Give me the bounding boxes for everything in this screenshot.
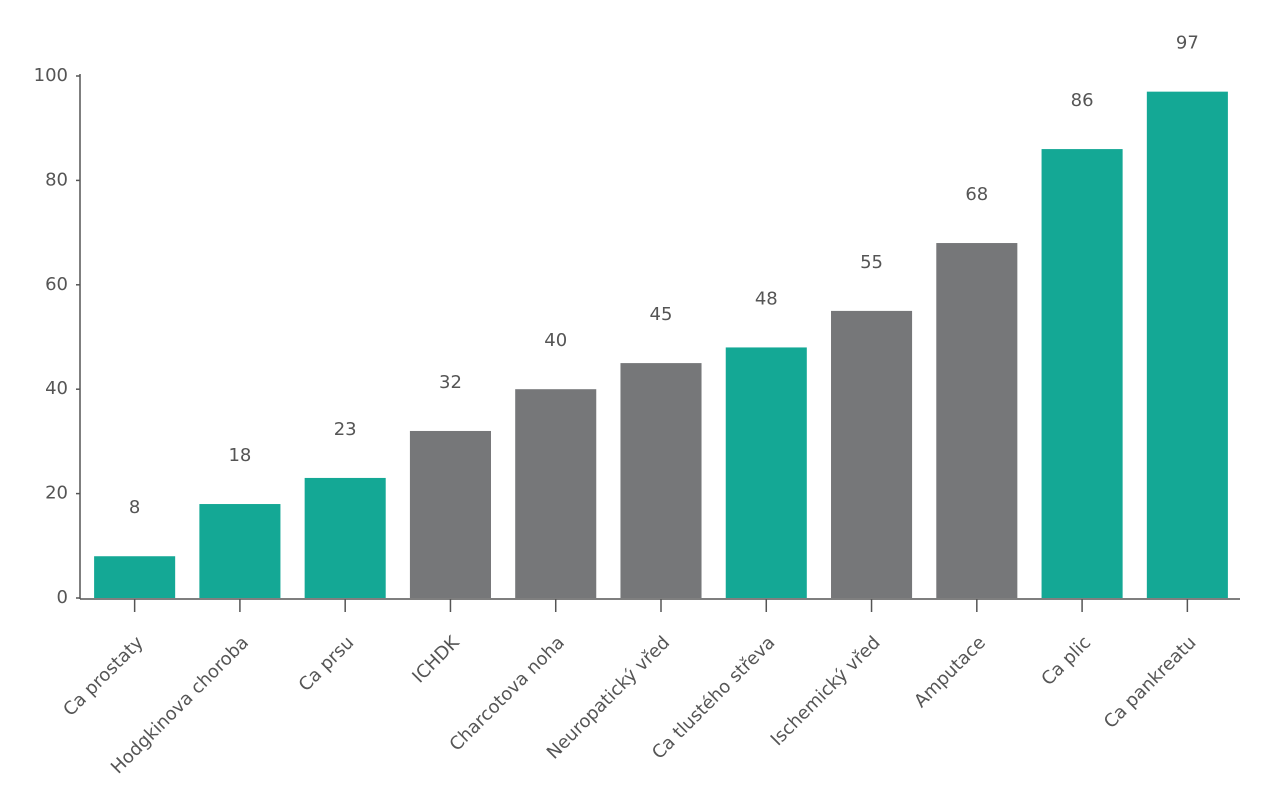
y-tick-label: 80 (45, 169, 68, 190)
bar (725, 347, 807, 598)
value-label: 48 (755, 288, 778, 309)
bar (1041, 149, 1123, 598)
value-label: 86 (1071, 90, 1094, 111)
bar (304, 477, 386, 598)
value-label: 97 (1176, 33, 1199, 54)
y-tick-label: 0 (57, 587, 68, 608)
x-tick-label: Ischemický vřed (767, 632, 885, 750)
value-label: 32 (439, 372, 462, 393)
bar (1146, 91, 1228, 598)
value-label: 18 (228, 445, 251, 466)
y-tick-label: 20 (45, 483, 68, 504)
bar (831, 310, 913, 598)
value-label: 55 (860, 252, 883, 273)
bar (620, 363, 702, 598)
x-tick-label: Charcotova noha (446, 632, 569, 755)
bar (936, 243, 1018, 599)
bar (409, 430, 491, 598)
value-label: 8 (129, 497, 140, 518)
x-tick-label: Amputace (910, 632, 990, 712)
y-tick-label: 100 (34, 65, 68, 86)
value-label: 45 (650, 304, 673, 325)
x-tick-label: Ca plic (1037, 632, 1095, 690)
bar (94, 556, 176, 598)
y-tick-label: 40 (45, 378, 68, 399)
x-tick-label: Ca prsu (295, 632, 359, 696)
value-label: 23 (334, 419, 357, 440)
bar (515, 389, 597, 598)
value-label: 40 (544, 330, 567, 351)
value-label: 68 (965, 184, 988, 205)
x-tick-label: Ca pankreatu (1100, 632, 1201, 733)
x-tick-label: Ca prostaty (59, 632, 148, 721)
y-tick-label: 60 (45, 274, 68, 295)
bar (199, 504, 281, 598)
x-tick-label: ICHDK (408, 631, 464, 687)
